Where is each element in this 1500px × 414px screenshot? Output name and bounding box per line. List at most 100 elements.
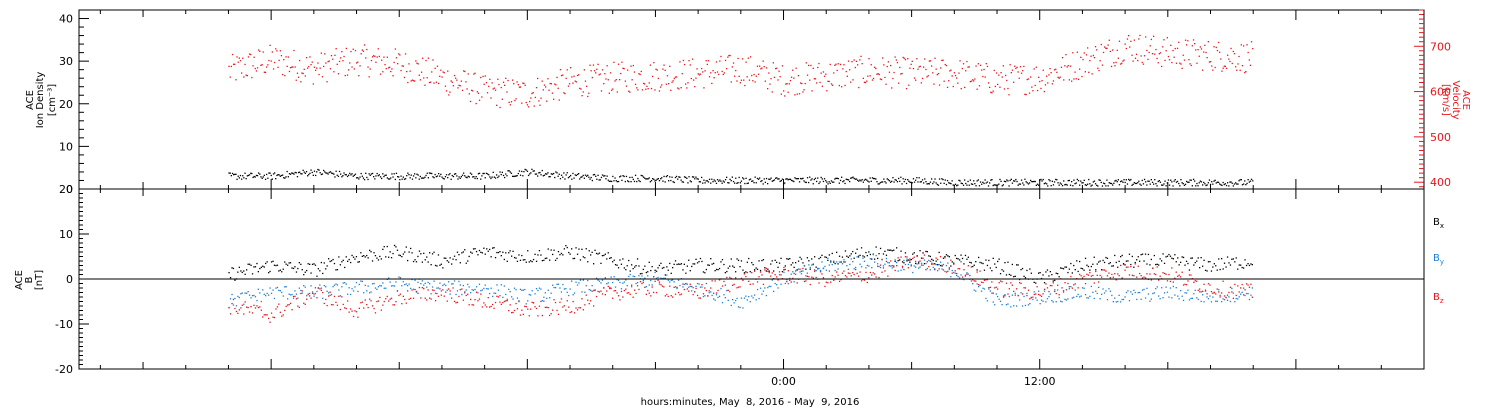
data-point xyxy=(959,268,961,270)
data-point xyxy=(597,290,599,293)
data-point xyxy=(988,259,990,262)
data-point xyxy=(508,288,510,290)
data-point xyxy=(756,177,759,180)
data-point xyxy=(692,293,694,296)
data-point xyxy=(580,176,582,178)
data-point xyxy=(702,71,704,73)
data-point xyxy=(800,82,802,84)
data-point xyxy=(571,76,573,78)
data-point xyxy=(1056,71,1058,73)
data-point xyxy=(1077,293,1079,296)
data-point xyxy=(231,172,234,175)
data-point xyxy=(1213,292,1215,294)
data-point xyxy=(281,271,283,273)
data-point xyxy=(681,181,683,183)
data-point xyxy=(559,178,562,180)
data-point xyxy=(433,177,435,179)
data-point xyxy=(1239,69,1241,71)
data-point xyxy=(305,57,308,59)
data-point xyxy=(1024,277,1027,279)
data-point xyxy=(808,264,810,266)
data-point xyxy=(1190,64,1192,67)
data-point xyxy=(809,176,811,178)
data-point xyxy=(888,262,890,264)
data-point xyxy=(694,178,696,180)
data-point xyxy=(651,266,653,268)
data-point xyxy=(298,287,300,289)
data-point xyxy=(1157,180,1159,183)
data-point xyxy=(493,292,495,294)
data-point xyxy=(1188,59,1190,61)
data-point xyxy=(524,288,526,291)
data-point xyxy=(882,267,885,269)
data-point xyxy=(314,264,317,266)
data-point xyxy=(1245,292,1248,295)
top-right-ylabel-line1: ACE xyxy=(1460,90,1471,110)
data-point xyxy=(1015,67,1017,70)
data-point xyxy=(513,309,516,312)
data-point xyxy=(842,68,844,70)
data-point xyxy=(594,249,596,251)
data-point xyxy=(276,306,279,308)
data-point xyxy=(814,78,817,80)
data-point xyxy=(399,277,401,279)
data-point xyxy=(326,172,328,174)
data-point xyxy=(573,177,575,179)
data-point xyxy=(934,269,936,271)
data-point xyxy=(1077,287,1079,289)
data-point xyxy=(1000,180,1002,182)
data-point xyxy=(1135,182,1138,185)
data-point xyxy=(1222,298,1224,300)
data-point xyxy=(475,250,478,253)
data-point xyxy=(553,299,555,301)
data-point xyxy=(559,287,561,289)
data-point xyxy=(579,178,581,180)
data-point xyxy=(353,174,355,176)
data-point xyxy=(696,68,698,70)
data-point xyxy=(1193,293,1195,295)
data-point xyxy=(572,300,574,303)
data-point xyxy=(938,178,941,180)
data-point xyxy=(1217,41,1220,44)
data-point xyxy=(575,247,577,249)
data-point xyxy=(874,177,876,180)
data-point xyxy=(581,95,583,97)
data-point xyxy=(343,172,345,174)
data-point xyxy=(863,81,866,83)
data-point xyxy=(1203,259,1205,261)
data-point xyxy=(795,262,797,264)
data-point xyxy=(932,182,934,185)
data-point xyxy=(320,289,322,291)
data-point xyxy=(891,180,893,182)
data-point xyxy=(540,97,542,99)
data-point xyxy=(1049,293,1051,295)
data-point xyxy=(670,279,672,281)
data-point xyxy=(764,287,766,289)
data-point xyxy=(978,286,980,288)
data-point xyxy=(496,174,498,176)
data-point xyxy=(793,77,795,79)
data-point xyxy=(652,75,654,78)
data-point xyxy=(1145,181,1147,183)
data-point xyxy=(1178,264,1180,266)
data-point xyxy=(578,282,580,284)
data-point xyxy=(957,275,959,278)
data-point xyxy=(729,276,731,279)
data-point xyxy=(827,80,829,82)
data-point xyxy=(375,175,377,177)
data-point xyxy=(972,265,974,268)
data-point xyxy=(806,272,808,274)
data-point xyxy=(279,269,281,271)
data-point xyxy=(1228,262,1230,264)
data-point xyxy=(375,61,377,63)
data-point xyxy=(384,174,386,176)
data-point xyxy=(897,257,899,259)
data-point xyxy=(1237,285,1239,287)
data-point xyxy=(239,174,242,177)
data-point xyxy=(1064,298,1066,300)
data-point xyxy=(664,181,666,183)
data-point xyxy=(556,257,558,260)
data-point xyxy=(1010,282,1012,284)
data-point xyxy=(972,283,974,285)
data-point xyxy=(346,74,349,76)
